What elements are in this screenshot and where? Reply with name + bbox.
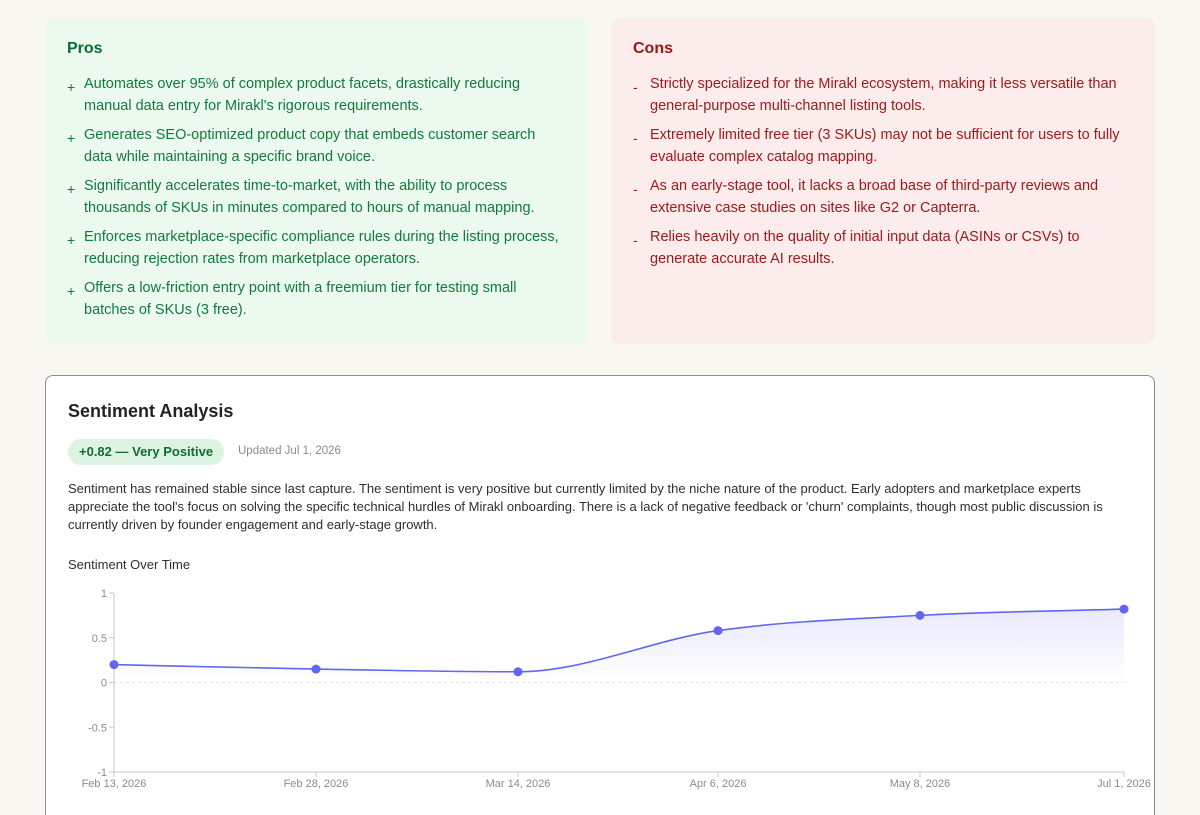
pros-item: + Enforces marketplace-specific complianc…	[67, 226, 566, 270]
y-tick-label: 0.5	[92, 633, 107, 645]
updated-timestamp: Updated Jul 1, 2026	[238, 445, 341, 457]
minus-icon: -	[633, 79, 638, 95]
pros-panel: Pros + Automates over 95% of complex prod…	[45, 18, 588, 344]
chart-title: Sentiment Over Time	[68, 557, 191, 572]
data-point	[915, 610, 925, 620]
x-tick-label: Apr 6, 2026	[690, 778, 747, 790]
plus-icon: +	[67, 79, 76, 95]
pros-item: + Offers a low-friction entry point with …	[67, 277, 566, 321]
x-tick-label: Jul 1, 2026	[1097, 778, 1151, 790]
cons-item: - Extremely limited free tier (3 SKUs) ma…	[633, 124, 1133, 168]
plus-icon: +	[67, 283, 76, 299]
cons-item-text: Relies heavily on the quality of initial…	[650, 229, 1080, 267]
pros-item: + Generates SEO-optimized product copy th…	[67, 124, 566, 168]
pros-item-text: Offers a low-friction entry point with a…	[84, 280, 517, 318]
pros-item: + Significantly accelerates time-to-marke…	[67, 175, 566, 219]
pros-item-text: Automates over 95% of complex product fa…	[84, 76, 521, 114]
pros-title: Pros	[67, 40, 103, 57]
plus-icon: +	[67, 181, 76, 197]
cons-item-text: Strictly specialized for the Mirakl ecos…	[650, 76, 1117, 114]
minus-icon: -	[633, 181, 638, 197]
pros-item-text: Enforces marketplace-specific compliance…	[84, 229, 559, 267]
cons-item: - Relies heavily on the quality of initia…	[633, 226, 1133, 270]
data-point	[513, 667, 523, 677]
minus-icon: -	[633, 232, 638, 248]
cons-item: - Strictly specialized for the Mirakl eco…	[633, 73, 1133, 117]
sentiment-summary: Sentiment has remained stable since last…	[68, 481, 1103, 532]
data-point	[1119, 604, 1129, 614]
y-tick-label: 0	[101, 678, 107, 690]
cons-list: - Strictly specialized for the Mirakl eco…	[633, 73, 1133, 270]
pros-list: + Automates over 95% of complex product f…	[67, 73, 566, 321]
sentiment-area	[114, 609, 1124, 683]
x-tick-label: Feb 13, 2026	[82, 778, 147, 790]
x-tick-label: Mar 14, 2026	[486, 778, 551, 790]
plus-icon: +	[67, 130, 76, 146]
cons-item-text: Extremely limited free tier (3 SKUs) may…	[650, 127, 1120, 165]
data-point	[713, 626, 723, 636]
y-tick-label: -1	[97, 767, 107, 779]
x-tick-label: May 8, 2026	[890, 778, 951, 790]
plus-icon: +	[67, 232, 76, 248]
sentiment-line	[113, 608, 1125, 673]
x-tick-label: Feb 28, 2026	[284, 778, 349, 790]
pros-item-text: Generates SEO-optimized product copy tha…	[84, 127, 536, 165]
pros-item: + Automates over 95% of complex product f…	[67, 73, 566, 117]
sentiment-chart: -1 -0.5 0 0.5 1 Feb 13, 2026 Feb 28, 2026 Mar 1…	[82, 588, 1151, 790]
cons-panel: Cons - Strictly specialized for the Mirak…	[611, 18, 1155, 344]
y-tick-label: 1	[101, 588, 107, 600]
data-point	[311, 664, 321, 674]
pros-item-text: Significantly accelerates time-to-market…	[84, 178, 535, 216]
minus-icon: -	[633, 130, 638, 146]
cons-title: Cons	[633, 40, 673, 57]
sentiment-card: Sentiment Analysis +0.82 — Very Positive…	[45, 375, 1155, 815]
cons-item-text: As an early-stage tool, it lacks a broad…	[650, 178, 1099, 216]
sentiment-score-badge: +0.82 — Very Positive	[68, 439, 225, 465]
sentiment-title: Sentiment Analysis	[68, 401, 234, 421]
y-tick-label: -0.5	[88, 722, 107, 734]
cons-item: - As an early-stage tool, it lacks a broa…	[633, 175, 1133, 219]
data-point	[109, 660, 119, 670]
